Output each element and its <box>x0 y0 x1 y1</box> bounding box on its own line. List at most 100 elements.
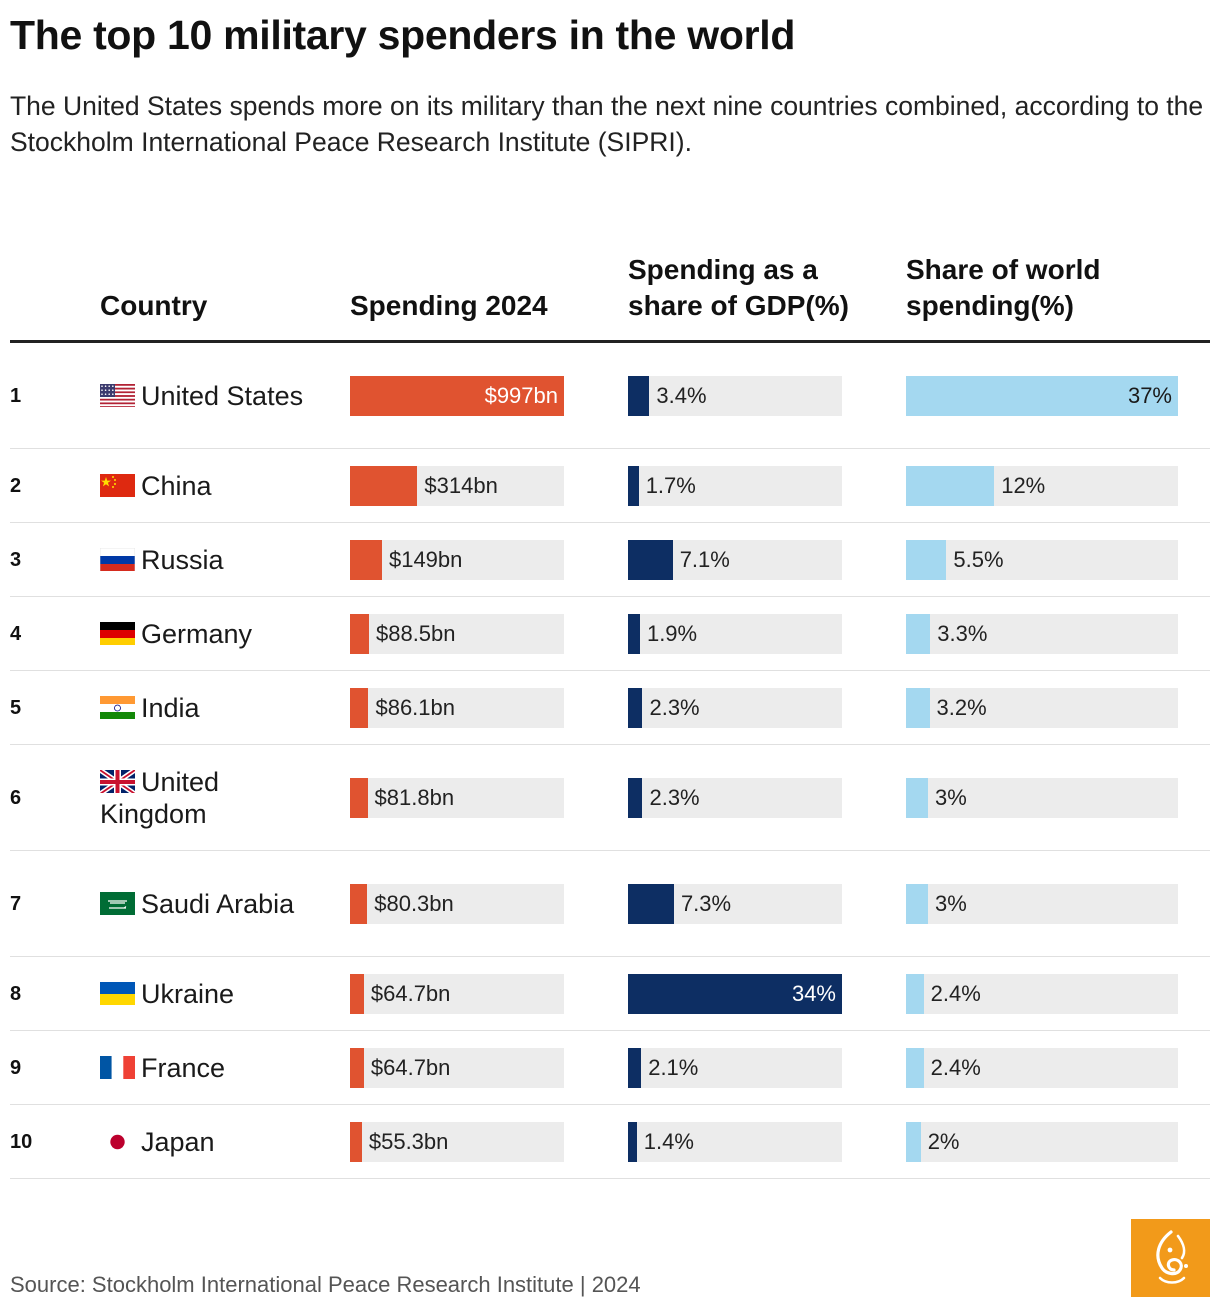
country-name-wrap: Russia <box>100 544 224 576</box>
country-name: Ukraine <box>141 979 235 1009</box>
table-row: 5 India $86.1bn 2.3% 3.2% <box>10 671 1210 745</box>
rank-label: 10 <box>10 1130 33 1153</box>
row-divider <box>10 1104 1210 1105</box>
world-value-label: 3% <box>935 891 967 916</box>
world-bar <box>906 1048 924 1088</box>
spending-value-label: $86.1bn <box>375 695 455 720</box>
header-gdp-share: Spending as a share of GDP(%) <box>628 254 849 321</box>
gdp-value-label: 7.1% <box>679 547 730 572</box>
country-name: United Kingdom <box>100 767 220 829</box>
spending-value-label: $81.8bn <box>374 785 455 810</box>
world-bar-track: 3% <box>906 778 1178 818</box>
country-name: Japan <box>141 1127 215 1157</box>
spending-value-label: $64.7bn <box>370 981 451 1006</box>
gdp-bar-track: 1.7% <box>628 466 842 506</box>
gdp-value-label: 3.4% <box>656 383 707 408</box>
country-name-wrap: India <box>100 692 200 724</box>
world-bar <box>906 688 930 728</box>
spending-bar <box>350 614 369 654</box>
china-flag-icon <box>100 473 135 497</box>
row-divider <box>10 1178 1210 1179</box>
world-value-label: 2.4% <box>930 981 981 1006</box>
brand-logo-icon <box>1155 1230 1188 1284</box>
spending-bar <box>350 778 368 818</box>
japan-flag-icon <box>100 1129 135 1153</box>
world-bar-track: 12% <box>906 466 1178 506</box>
rank-label: 4 <box>10 622 22 645</box>
world-value-label: 2% <box>927 1129 960 1154</box>
country-name-wrap: Ukraine <box>100 978 234 1010</box>
gdp-bar-track: 2.3% <box>628 778 842 818</box>
spending-bar-track: $88.5bn <box>350 614 564 654</box>
world-bar <box>906 540 947 580</box>
gdp-bar-track: 2.1% <box>628 1048 842 1088</box>
world-bar <box>906 884 929 924</box>
row-divider <box>10 850 1210 851</box>
brand-logo <box>1131 1219 1210 1297</box>
spending-value-label: $88.5bn <box>375 621 456 646</box>
world-bar-track: 5.5% <box>906 540 1178 580</box>
country-name-wrap: United Kingdom <box>100 766 320 830</box>
world-bar-track: 3.3% <box>906 614 1178 654</box>
table-row: 4 Germany $88.5bn 1.9% 3.3% <box>10 597 1210 671</box>
country-name: Russia <box>141 545 224 575</box>
world-value-label: 3% <box>935 785 967 810</box>
spending-value-label: $80.3bn <box>374 891 454 916</box>
country-name-wrap: Saudi Arabia <box>100 888 294 920</box>
world-bar-track: 2.4% <box>906 974 1178 1014</box>
header-rule <box>10 340 1210 343</box>
us-flag-icon <box>100 383 135 407</box>
country-name-wrap: United States <box>100 380 303 412</box>
world-value-label: 2.4% <box>930 1055 981 1080</box>
gdp-bar <box>628 974 842 1014</box>
page-subtitle: The United States spends more on its mil… <box>10 91 1204 157</box>
header-spending: Spending 2024 <box>350 290 548 321</box>
page-title: The top 10 military spenders in the worl… <box>10 12 796 58</box>
world-bar <box>906 1122 921 1162</box>
spending-bar <box>350 688 369 728</box>
gdp-bar-track: 2.3% <box>628 688 842 728</box>
gdp-bar-track: 34% <box>628 974 842 1014</box>
gdp-bar <box>628 540 673 580</box>
table-row: 10 Japan $55.3bn 1.4% 2% <box>10 1105 1210 1179</box>
row-divider <box>10 522 1210 523</box>
source-note: Source: Stockholm International Peace Re… <box>10 1272 641 1297</box>
india-flag-icon <box>100 695 135 719</box>
gdp-bar <box>628 614 640 654</box>
gdp-bar <box>628 466 639 506</box>
world-bar-track: 3.2% <box>906 688 1178 728</box>
spending-value-label: $149bn <box>388 547 463 572</box>
table-row: 2 China $314bn 1.7% 12% <box>10 449 1210 523</box>
row-divider <box>10 744 1210 745</box>
country-name: United States <box>141 381 304 411</box>
world-bar-track: 3% <box>906 884 1178 924</box>
gdp-value-label: 7.3% <box>680 891 732 916</box>
country-name: France <box>141 1053 226 1083</box>
world-value-label: 3.3% <box>937 621 988 646</box>
row-divider <box>10 596 1210 597</box>
spending-bar <box>350 1048 364 1088</box>
country-cell: Germany <box>100 597 320 671</box>
gdp-value-label: 34% <box>791 981 836 1006</box>
gdp-bar <box>628 376 650 416</box>
spending-value-label: $997bn <box>484 383 558 408</box>
spending-bar <box>350 1122 362 1162</box>
gdp-value-label: 1.7% <box>645 473 696 498</box>
spending-bar-track: $64.7bn <box>350 1048 564 1088</box>
country-name-wrap: France <box>100 1052 225 1084</box>
gdp-value-label: 1.9% <box>646 621 698 646</box>
spending-bar <box>350 884 368 924</box>
russia-flag-icon <box>100 547 135 571</box>
gdp-bar <box>628 688 643 728</box>
table-row: 1 United States $997bn 3.4% 37% <box>10 343 1210 449</box>
world-value-label: 5.5% <box>953 547 1004 572</box>
country-name-wrap: Japan <box>100 1126 215 1158</box>
gdp-bar-track: 1.9% <box>628 614 842 654</box>
spending-value-label: $314bn <box>424 473 498 498</box>
rank-label: 6 <box>10 786 22 809</box>
world-bar <box>906 376 1178 416</box>
country-cell: Ukraine <box>100 957 320 1031</box>
spending-bar-track: $86.1bn <box>350 688 564 728</box>
table-row: 8 Ukraine $64.7bn 34% 2.4% <box>10 957 1210 1031</box>
country-cell: India <box>100 671 320 745</box>
